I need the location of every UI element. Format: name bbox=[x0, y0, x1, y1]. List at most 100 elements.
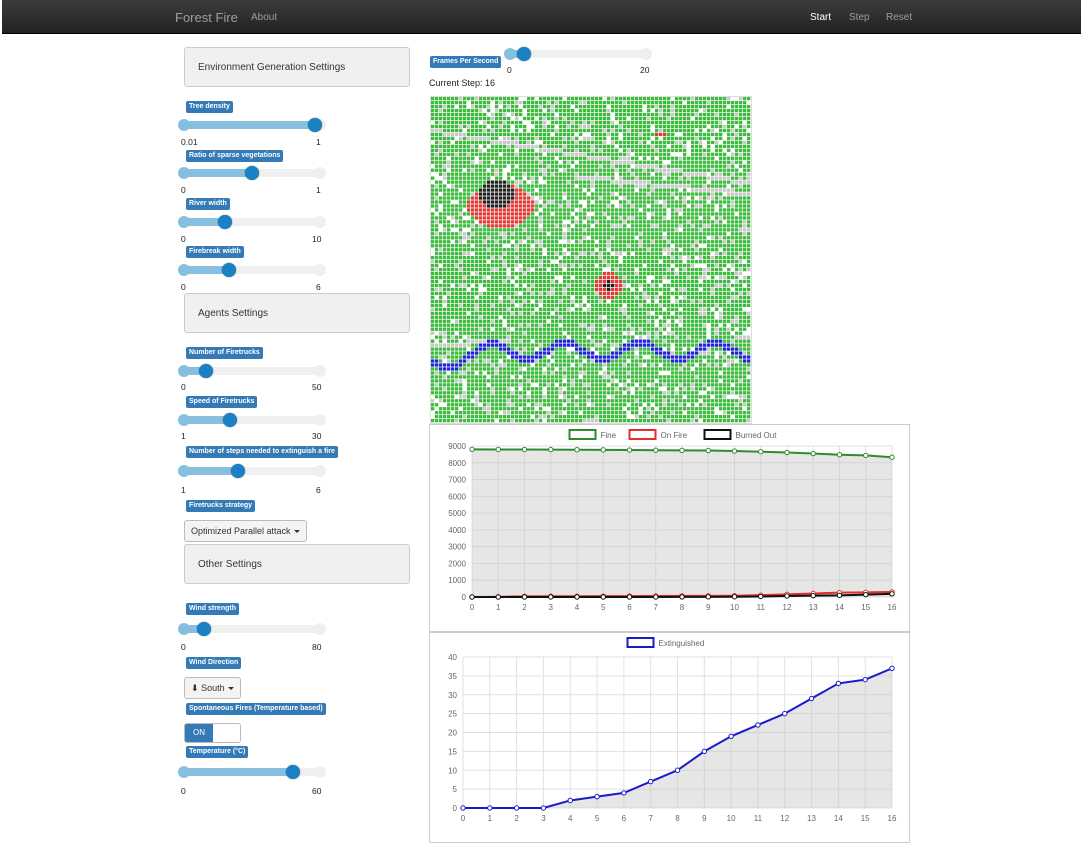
slider-temperature[interactable] bbox=[184, 768, 320, 776]
data-point bbox=[627, 595, 631, 599]
spontaneous-fires-toggle[interactable]: ON bbox=[184, 723, 241, 743]
forest-grid[interactable] bbox=[430, 96, 752, 424]
environment-settings-panel[interactable]: Environment Generation Settings bbox=[184, 47, 410, 87]
slider-end-cap bbox=[314, 264, 326, 276]
x-tick-label: 16 bbox=[888, 603, 897, 612]
nav-about-link[interactable]: About bbox=[251, 12, 277, 23]
slider-max-river: 10 bbox=[312, 234, 321, 244]
slider-end-cap bbox=[314, 623, 326, 635]
x-tick-label: 8 bbox=[675, 814, 680, 823]
spontaneous-fires-label: Spontaneous Fires (Temperature based) bbox=[186, 703, 326, 715]
data-point bbox=[890, 455, 894, 459]
slider-wind[interactable] bbox=[184, 625, 320, 633]
nav-step-link[interactable]: Step bbox=[849, 12, 870, 23]
slider-speed[interactable] bbox=[184, 416, 320, 424]
y-tick-label: 2000 bbox=[448, 559, 466, 568]
y-tick-label: 3000 bbox=[448, 543, 466, 552]
wind-direction-value: South bbox=[201, 683, 225, 693]
fps-slider-handle[interactable] bbox=[517, 47, 531, 61]
slider-firetrucks[interactable] bbox=[184, 367, 320, 375]
area-fill bbox=[472, 449, 892, 597]
x-tick-label: 13 bbox=[809, 603, 818, 612]
agents-settings-panel[interactable]: Agents Settings bbox=[184, 293, 410, 333]
data-point bbox=[522, 595, 526, 599]
brand-title[interactable]: Forest Fire bbox=[175, 10, 238, 25]
slider-end-cap bbox=[314, 465, 326, 477]
slider-steps[interactable] bbox=[184, 467, 320, 475]
y-tick-label: 4000 bbox=[448, 526, 466, 535]
slider-start-cap bbox=[178, 216, 190, 228]
slider-handle[interactable] bbox=[286, 765, 300, 779]
slider-sparse[interactable] bbox=[184, 169, 320, 177]
strategy-dropdown[interactable]: Optimized Parallel attack bbox=[184, 520, 307, 542]
x-tick-label: 16 bbox=[888, 814, 897, 823]
data-point bbox=[541, 806, 545, 810]
slider-label-firebreak: Firebreak width bbox=[186, 246, 244, 258]
slider-end-cap bbox=[314, 365, 326, 377]
slider-handle[interactable] bbox=[197, 622, 211, 636]
data-point bbox=[864, 453, 868, 457]
slider-handle[interactable] bbox=[308, 118, 322, 132]
data-point bbox=[811, 451, 815, 455]
fps-slider-end-cap bbox=[640, 48, 652, 60]
nav-start-link[interactable]: Start bbox=[810, 12, 831, 23]
slider-handle[interactable] bbox=[245, 166, 259, 180]
slider-fill bbox=[184, 121, 315, 129]
nav-reset-link[interactable]: Reset bbox=[886, 12, 912, 23]
slider-min-speed: 1 bbox=[181, 431, 186, 441]
other-settings-panel[interactable]: Other Settings bbox=[184, 544, 410, 584]
fps-label: Frames Per Second bbox=[430, 56, 501, 68]
x-tick-label: 9 bbox=[702, 814, 707, 823]
slider-river[interactable] bbox=[184, 218, 320, 226]
slider-handle[interactable] bbox=[222, 263, 236, 277]
x-tick-label: 4 bbox=[568, 814, 573, 823]
data-point bbox=[836, 681, 840, 685]
data-point bbox=[732, 595, 736, 599]
data-point bbox=[811, 593, 815, 597]
data-point bbox=[622, 791, 626, 795]
legend-swatch bbox=[570, 430, 596, 439]
slider-firebreak[interactable] bbox=[184, 266, 320, 274]
x-tick-label: 10 bbox=[727, 814, 736, 823]
data-point bbox=[837, 593, 841, 597]
slider-min-tree_density: 0.01 bbox=[181, 137, 198, 147]
x-tick-label: 6 bbox=[627, 603, 632, 612]
y-tick-label: 30 bbox=[448, 691, 457, 700]
x-tick-label: 10 bbox=[730, 603, 739, 612]
x-tick-label: 4 bbox=[575, 603, 580, 612]
slider-max-sparse: 1 bbox=[316, 185, 321, 195]
x-tick-label: 3 bbox=[549, 603, 554, 612]
x-tick-label: 5 bbox=[601, 603, 606, 612]
data-point bbox=[549, 595, 553, 599]
slider-start-cap bbox=[178, 766, 190, 778]
data-point bbox=[706, 448, 710, 452]
data-point bbox=[680, 595, 684, 599]
fps-slider[interactable] bbox=[510, 50, 646, 58]
fps-min: 0 bbox=[507, 65, 512, 75]
slider-handle[interactable] bbox=[199, 364, 213, 378]
wind-direction-dropdown[interactable]: ⬇ South bbox=[184, 677, 241, 699]
y-tick-label: 7000 bbox=[448, 476, 466, 485]
x-tick-label: 1 bbox=[496, 603, 501, 612]
data-point bbox=[675, 768, 679, 772]
y-tick-label: 20 bbox=[448, 729, 457, 738]
slider-handle[interactable] bbox=[231, 464, 245, 478]
slider-end-cap bbox=[314, 766, 326, 778]
slider-end-cap bbox=[314, 216, 326, 228]
slider-label-temperature: Temperature (°C) bbox=[186, 746, 248, 758]
navbar: Forest Fire About Start Step Reset bbox=[2, 0, 1081, 34]
slider-label-river: River width bbox=[186, 198, 230, 210]
fps-slider-start-cap bbox=[504, 48, 516, 60]
slider-handle[interactable] bbox=[223, 413, 237, 427]
slider-tree_density[interactable] bbox=[184, 121, 320, 129]
data-point bbox=[496, 447, 500, 451]
slider-handle[interactable] bbox=[218, 215, 232, 229]
slider-start-cap bbox=[178, 623, 190, 635]
data-point bbox=[568, 798, 572, 802]
environment-settings-title: Environment Generation Settings bbox=[198, 62, 345, 73]
y-tick-label: 25 bbox=[448, 710, 457, 719]
data-point bbox=[601, 448, 605, 452]
x-tick-label: 2 bbox=[514, 814, 519, 823]
slider-start-cap bbox=[178, 414, 190, 426]
